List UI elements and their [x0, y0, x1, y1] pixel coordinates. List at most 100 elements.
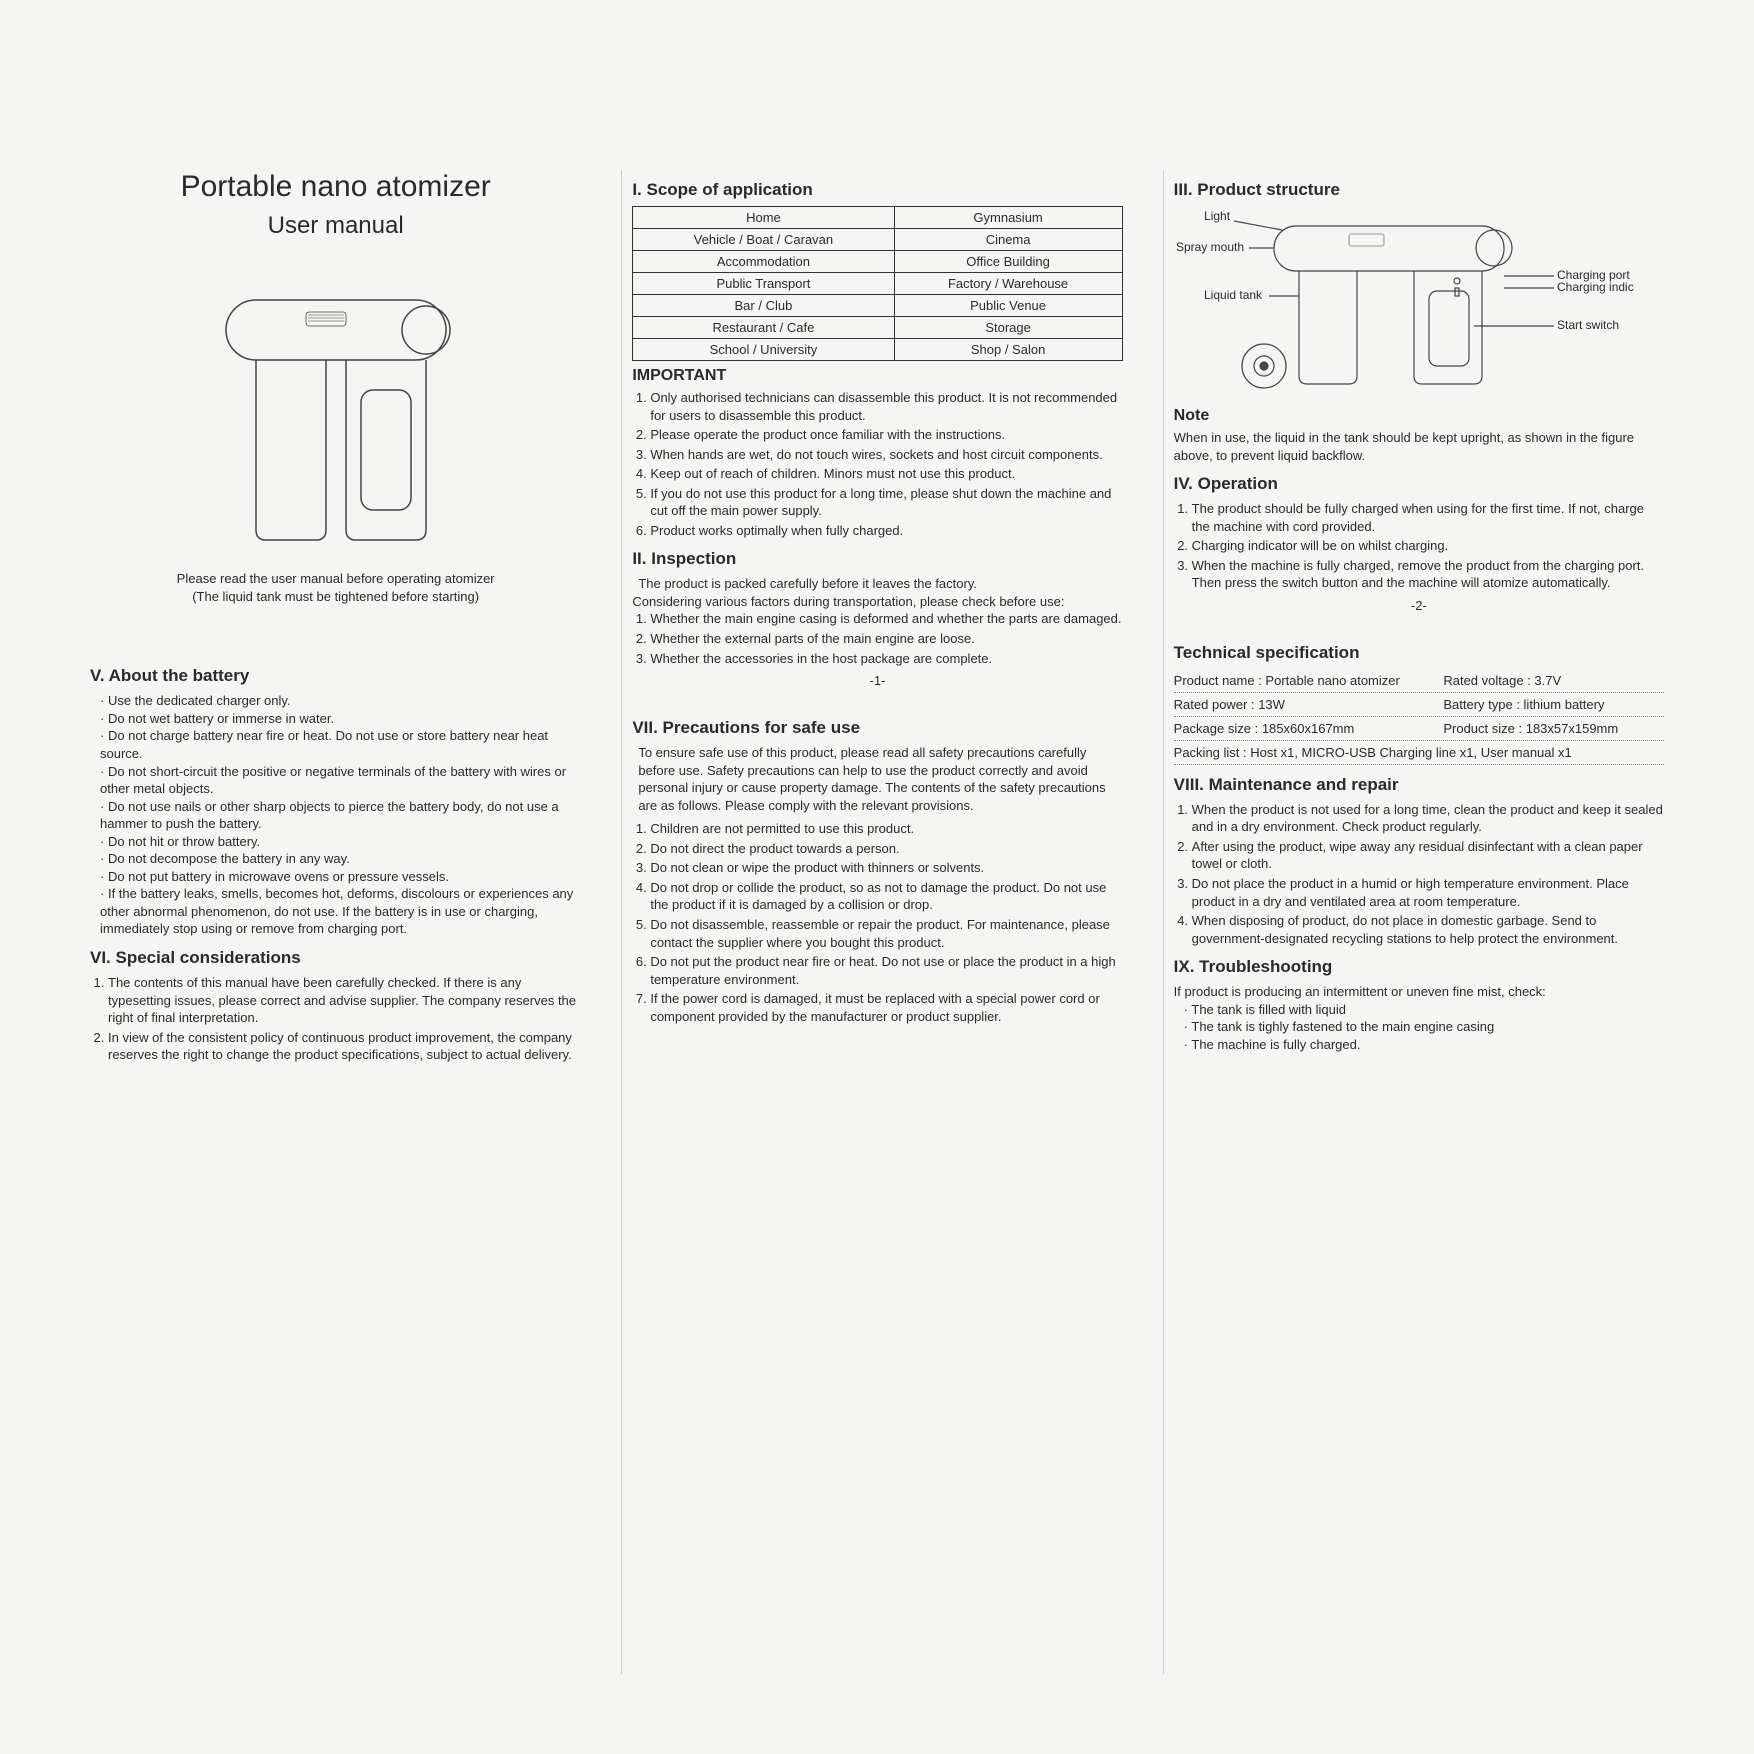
- table-cell: Storage: [894, 317, 1122, 339]
- spec-row: Product name : Portable nano atomizerRat…: [1174, 669, 1664, 693]
- list-item: Do not decompose the battery in any way.: [100, 850, 581, 868]
- list-item: Whether the accessories in the host pack…: [650, 650, 1122, 668]
- precautions-intro: To ensure safe use of this product, plea…: [632, 744, 1122, 814]
- intro-note: Please read the user manual before opera…: [90, 570, 581, 606]
- list-item: The tank is filled with liquid: [1184, 1001, 1664, 1019]
- list-item: If you do not use this product for a lon…: [650, 485, 1122, 520]
- battery-list: Use the dedicated charger only.Do not we…: [90, 692, 581, 938]
- list-item: If the battery leaks, smells, becomes ho…: [100, 885, 581, 938]
- techspec-heading: Technical specification: [1174, 643, 1664, 663]
- battery-heading: V. About the battery: [90, 666, 581, 686]
- list-item: Only authorised technicians can disassem…: [650, 389, 1122, 424]
- list-item: Do not place the product in a humid or h…: [1192, 875, 1664, 910]
- column-1: Portable nano atomizer User manual Pleas…: [80, 170, 591, 1674]
- troubleshoot-heading: IX. Troubleshooting: [1174, 957, 1664, 977]
- table-cell: Restaurant / Cafe: [633, 317, 894, 339]
- list-item: Keep out of reach of children. Minors mu…: [650, 465, 1122, 483]
- important-heading: IMPORTANT: [632, 367, 1122, 385]
- list-item: Do not clean or wipe the product with th…: [650, 859, 1122, 877]
- list-item: The product should be fully charged when…: [1192, 500, 1664, 535]
- operation-list: The product should be fully charged when…: [1174, 500, 1664, 592]
- list-item: Whether the external parts of the main e…: [650, 630, 1122, 648]
- page-number-2: -2-: [1174, 598, 1664, 613]
- table-cell: Gymnasium: [894, 207, 1122, 229]
- list-item: Do not short-circuit the positive or neg…: [100, 763, 581, 798]
- svg-text:Spray mouth: Spray mouth: [1176, 240, 1244, 254]
- structure-diagram: Light Spray mouth Liquid tank Charging p…: [1174, 206, 1634, 396]
- list-item: When the machine is fully charged, remov…: [1192, 557, 1664, 592]
- list-item: Do not wet battery or immerse in water.: [100, 710, 581, 728]
- list-item: Use the dedicated charger only.: [100, 692, 581, 710]
- list-item: Do not drop or collide the product, so a…: [650, 879, 1122, 914]
- list-item: Do not direct the product towards a pers…: [650, 840, 1122, 858]
- maintenance-heading: VIII. Maintenance and repair: [1174, 775, 1664, 795]
- spec-row: Package size : 185x60x167mmProduct size …: [1174, 717, 1664, 741]
- precautions-list: Children are not permitted to use this p…: [632, 820, 1122, 1025]
- inspection-list: Whether the main engine casing is deform…: [632, 610, 1122, 667]
- list-item: Do not disassemble, reassemble or repair…: [650, 916, 1122, 951]
- table-cell: Bar / Club: [633, 295, 894, 317]
- list-item: Whether the main engine casing is deform…: [650, 610, 1122, 628]
- inspection-intro2: Considering various factors during trans…: [632, 593, 1122, 611]
- scope-table: HomeGymnasiumVehicle / Boat / CaravanCin…: [632, 206, 1122, 361]
- product-illustration: [186, 270, 486, 550]
- list-item: Product works optimally when fully charg…: [650, 522, 1122, 540]
- troubleshoot-list: The tank is filled with liquidThe tank i…: [1174, 1001, 1664, 1054]
- column-2: I. Scope of application HomeGymnasiumVeh…: [621, 170, 1132, 1674]
- doc-subtitle: User manual: [90, 212, 581, 240]
- table-cell: Cinema: [894, 229, 1122, 251]
- table-cell: Accommodation: [633, 251, 894, 273]
- list-item: In view of the consistent policy of cont…: [108, 1029, 581, 1064]
- table-cell: School / University: [633, 339, 894, 361]
- svg-text:Charging indicator: Charging indicator: [1557, 280, 1634, 294]
- spec-row: Rated power : 13WBattery type : lithium …: [1174, 693, 1664, 717]
- svg-text:Light: Light: [1204, 209, 1231, 223]
- table-cell: Home: [633, 207, 894, 229]
- list-item: The machine is fully charged.: [1184, 1036, 1664, 1054]
- special-heading: VI. Special considerations: [90, 948, 581, 968]
- precautions-heading: VII. Precautions for safe use: [632, 718, 1122, 738]
- troubleshoot-intro: If product is producing an intermittent …: [1174, 983, 1664, 1001]
- list-item: Do not use nails or other sharp objects …: [100, 798, 581, 833]
- spec-packing: Packing list : Host x1, MICRO-USB Chargi…: [1174, 741, 1664, 765]
- column-3: III. Product structure: [1163, 170, 1674, 1674]
- list-item: Please operate the product once familiar…: [650, 426, 1122, 444]
- table-cell: Office Building: [894, 251, 1122, 273]
- manual-page: Portable nano atomizer User manual Pleas…: [80, 170, 1674, 1674]
- list-item: When disposing of product, do not place …: [1192, 912, 1664, 947]
- table-cell: Public Venue: [894, 295, 1122, 317]
- table-cell: Shop / Salon: [894, 339, 1122, 361]
- list-item: When the product is not used for a long …: [1192, 801, 1664, 836]
- title-block: Portable nano atomizer User manual: [90, 170, 581, 240]
- svg-text:Start switch: Start switch: [1557, 318, 1619, 332]
- table-cell: Public Transport: [633, 273, 894, 295]
- techspec-table: Product name : Portable nano atomizerRat…: [1174, 669, 1664, 765]
- inspection-intro1: The product is packed carefully before i…: [632, 575, 1122, 593]
- list-item: When hands are wet, do not touch wires, …: [650, 446, 1122, 464]
- table-cell: Vehicle / Boat / Caravan: [633, 229, 894, 251]
- doc-title: Portable nano atomizer: [90, 170, 581, 204]
- list-item: Do not charge battery near fire or heat.…: [100, 727, 581, 762]
- special-list: The contents of this manual have been ca…: [90, 974, 581, 1064]
- svg-text:Liquid tank: Liquid tank: [1204, 288, 1263, 302]
- inspection-heading: II. Inspection: [632, 549, 1122, 569]
- list-item: If the power cord is damaged, it must be…: [650, 990, 1122, 1025]
- table-cell: Factory / Warehouse: [894, 273, 1122, 295]
- list-item: Do not put the product near fire or heat…: [650, 953, 1122, 988]
- list-item: The tank is tighly fastened to the main …: [1184, 1018, 1664, 1036]
- structure-heading: III. Product structure: [1174, 180, 1664, 200]
- scope-heading: I. Scope of application: [632, 180, 1122, 200]
- operation-heading: IV. Operation: [1174, 474, 1664, 494]
- maintenance-list: When the product is not used for a long …: [1174, 801, 1664, 947]
- list-item: Children are not permitted to use this p…: [650, 820, 1122, 838]
- list-item: The contents of this manual have been ca…: [108, 974, 581, 1027]
- list-item: Charging indicator will be on whilst cha…: [1192, 537, 1664, 555]
- list-item: After using the product, wipe away any r…: [1192, 838, 1664, 873]
- struct-note: When in use, the liquid in the tank shou…: [1174, 429, 1664, 464]
- important-list: Only authorised technicians can disassem…: [632, 389, 1122, 539]
- page-number-1: -1-: [632, 673, 1122, 688]
- intro-note-line1: Please read the user manual before opera…: [90, 570, 581, 588]
- intro-note-line2: (The liquid tank must be tightened befor…: [90, 588, 581, 606]
- list-item: Do not hit or throw battery.: [100, 833, 581, 851]
- list-item: Do not put battery in microwave ovens or…: [100, 868, 581, 886]
